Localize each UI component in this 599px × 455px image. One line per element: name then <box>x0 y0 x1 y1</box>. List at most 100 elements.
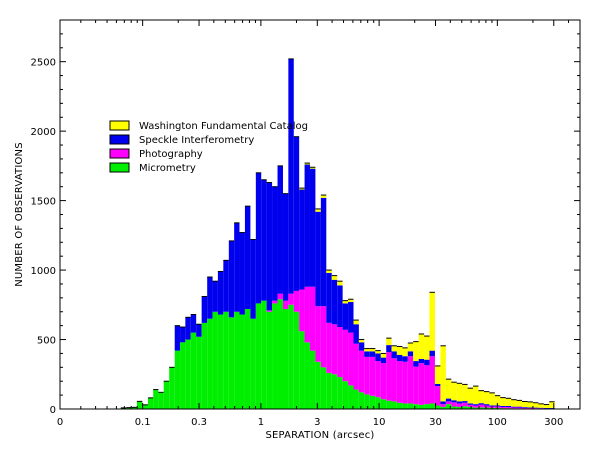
x-tick-label: 0.1 <box>135 417 151 428</box>
bar-segment-photography <box>483 405 490 408</box>
bar-segment-washington-fundamental-catalog <box>342 300 349 304</box>
bar-segment-speckle-interferometry <box>228 240 235 318</box>
bar-segment-micrometry <box>358 392 365 409</box>
bar-segment-micrometry <box>315 361 321 409</box>
bar-segment-photography <box>266 310 273 312</box>
bar-segment-speckle-interferometry <box>348 302 354 333</box>
legend-swatch <box>109 134 130 145</box>
bar-segment-speckle-interferometry <box>456 401 463 404</box>
bar-segment-micrometry <box>136 401 143 409</box>
bar-segment-micrometry <box>483 407 490 409</box>
bar-segment-micrometry <box>380 399 387 409</box>
bar-segment-photography <box>456 403 463 407</box>
bar-segment-micrometry <box>413 404 419 409</box>
bar-segment-micrometry <box>196 336 202 409</box>
bar-segment-speckle-interferometry <box>527 407 533 409</box>
bar-segment-washington-fundamental-catalog <box>418 333 425 359</box>
bar-segment-photography <box>527 408 533 409</box>
bar-segment-micrometry <box>429 403 435 409</box>
bar-segment-micrometry <box>255 303 262 409</box>
bar-segment-micrometry <box>440 406 446 409</box>
y-tick-label: 1000 <box>31 266 56 277</box>
axes-layer: 0 0.1 0.3 1 3 10 30 100 300 0 500 1000 1500 2000 2500 <box>31 20 581 428</box>
bar-segment-photography <box>473 405 479 408</box>
bar-segment-photography <box>299 289 305 332</box>
bar-segment-speckle-interferometry <box>277 165 283 294</box>
bar-segment-speckle-interferometry <box>429 350 435 357</box>
bar-segment-micrometry <box>158 392 164 409</box>
bar-segment-micrometry <box>424 404 430 409</box>
bar-segment-washington-fundamental-catalog <box>326 270 332 273</box>
bar-segment-micrometry <box>131 407 137 409</box>
bar-segment-photography <box>413 366 419 405</box>
bar-segment-micrometry <box>304 342 310 409</box>
bar-segment-speckle-interferometry <box>250 239 256 319</box>
bar-segment-micrometry <box>169 367 175 409</box>
bar-segment-speckle-interferometry <box>549 408 555 409</box>
bar-segment-washington-fundamental-catalog <box>511 399 517 407</box>
bar-segment-speckle-interferometry <box>424 359 430 366</box>
bar-segment-micrometry <box>126 407 132 409</box>
bar-segment-washington-fundamental-catalog <box>451 382 457 401</box>
bar-segment-washington-fundamental-catalog <box>386 338 392 346</box>
bar-segment-photography <box>445 401 452 405</box>
bar-segment-speckle-interferometry <box>418 358 425 364</box>
bar-segment-speckle-interferometry <box>266 182 273 311</box>
bar-segment-washington-fundamental-catalog <box>478 390 484 404</box>
bar-segment-speckle-interferometry <box>353 324 359 344</box>
x-axis-title: SEPARATION (arcsec) <box>265 430 374 441</box>
bar-segment-speckle-interferometry <box>272 186 278 301</box>
bar-segment-micrometry <box>451 406 457 409</box>
bar-segment-speckle-interferometry <box>299 189 305 290</box>
bar-segment-micrometry <box>467 406 474 409</box>
bar-segment-speckle-interferometry <box>532 407 539 409</box>
bar-segment-washington-fundamental-catalog <box>483 391 490 405</box>
bar-segment-photography <box>375 361 381 398</box>
bar-segment-photography <box>478 404 484 408</box>
bar-segment-photography <box>500 407 506 409</box>
bar-segment-washington-fundamental-catalog <box>456 383 463 402</box>
x-tick-label: 30 <box>429 417 442 428</box>
bar-segment-washington-fundamental-catalog <box>375 350 381 354</box>
bar-segment-washington-fundamental-catalog <box>522 401 528 408</box>
bar-segment-micrometry <box>174 350 181 409</box>
bar-segment-speckle-interferometry <box>413 361 419 367</box>
bar-segment-speckle-interferometry <box>239 232 245 315</box>
bar-segment-washington-fundamental-catalog <box>429 292 435 351</box>
bar-segment-washington-fundamental-catalog <box>337 281 343 286</box>
bar-segment-washington-fundamental-catalog <box>424 336 430 360</box>
bar-segment-micrometry <box>201 322 208 409</box>
bar-segment-micrometry <box>462 406 468 409</box>
x-tick-label: 1 <box>258 417 264 428</box>
bar-segment-washington-fundamental-catalog <box>527 401 533 408</box>
bar-segment-micrometry <box>473 407 479 409</box>
bar-segment-speckle-interferometry <box>407 351 414 357</box>
bar-segment-photography <box>532 408 539 409</box>
bar-segment-speckle-interferometry <box>234 222 240 312</box>
bar-segment-washington-fundamental-catalog <box>505 398 512 406</box>
bar-segment-washington-fundamental-catalog <box>391 345 397 352</box>
bar-segment-speckle-interferometry <box>337 285 343 328</box>
bar-segment-photography <box>342 329 349 382</box>
x-tick-label: 0 <box>57 417 63 428</box>
legend-label: Speckle Interferometry <box>139 135 254 146</box>
y-tick-label: 500 <box>37 336 56 347</box>
bar-segment-photography <box>348 332 354 386</box>
bar-segment-washington-fundamental-catalog <box>467 388 474 404</box>
bar-segment-speckle-interferometry <box>467 403 474 405</box>
bar-segment-speckle-interferometry <box>489 405 495 407</box>
x-tick-label: 3 <box>314 417 320 428</box>
bar-segment-photography <box>364 356 370 395</box>
bar-segment-photography <box>462 402 468 407</box>
bar-segment-micrometry <box>326 372 332 409</box>
bar-segment-photography <box>386 352 392 401</box>
x-tick-label: 100 <box>488 417 507 428</box>
bar-segment-washington-fundamental-catalog <box>299 188 305 190</box>
bar-segment-washington-fundamental-catalog <box>413 341 419 362</box>
bar-segment-micrometry <box>228 317 235 409</box>
bar-segment-speckle-interferometry <box>386 345 392 353</box>
bar-segment-speckle-interferometry <box>326 272 332 323</box>
bar-segment-speckle-interferometry <box>543 408 550 409</box>
bar-segment-micrometry <box>309 350 316 409</box>
bar-segment-washington-fundamental-catalog <box>358 339 365 343</box>
